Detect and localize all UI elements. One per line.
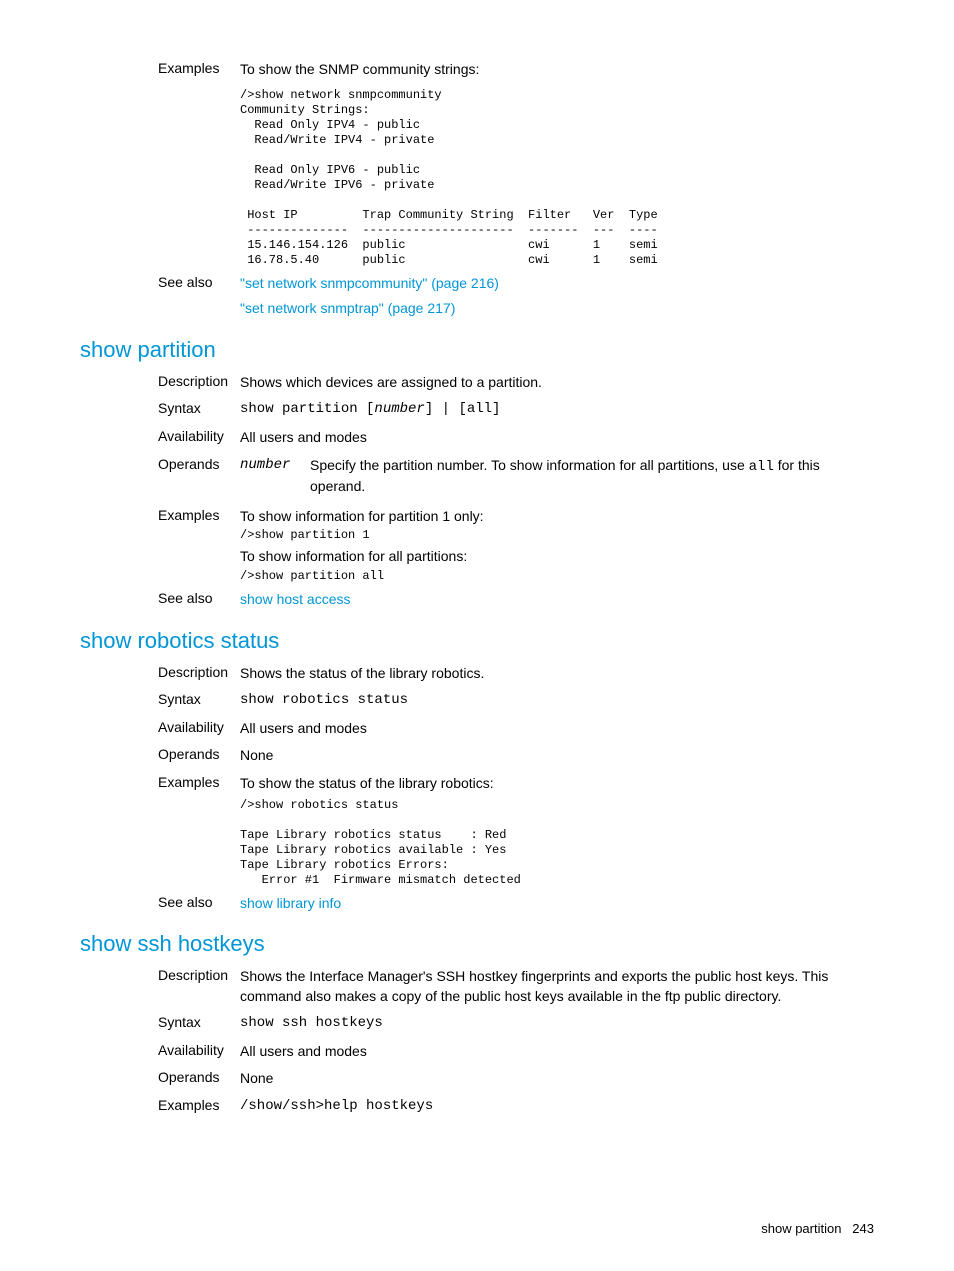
link-snmpcommunity[interactable]: "set network snmpcommunity" (page 216) xyxy=(240,274,874,294)
label-examples-s3: Examples xyxy=(80,774,240,790)
operand-val-code: all xyxy=(749,459,774,475)
link-show-host-access[interactable]: show host access xyxy=(240,591,351,607)
examples-intro2-s2: To show information for all partitions: xyxy=(240,547,874,567)
label-description-s4: Description xyxy=(80,967,240,983)
row-seealso-s1: See also "set network snmpcommunity" (pa… xyxy=(80,274,874,319)
label-seealso-s1: See also xyxy=(80,274,240,290)
heading-show-partition: show partition xyxy=(80,337,874,363)
link-snmptrap[interactable]: "set network snmptrap" (page 217) xyxy=(240,299,874,319)
label-syntax-s3: Syntax xyxy=(80,691,240,707)
label-seealso-s3: See also xyxy=(80,894,240,910)
examples-code-s1: />show network snmpcommunity Community S… xyxy=(240,88,874,268)
syntax-post-s2: ] | [all] xyxy=(425,401,501,417)
heading-show-ssh: show ssh hostkeys xyxy=(80,931,874,957)
label-syntax-s2: Syntax xyxy=(80,400,240,416)
row-syntax-s3: Syntax show robotics status xyxy=(80,691,874,711)
desc-s2: Shows which devices are assigned to a pa… xyxy=(240,373,874,393)
link-show-library-info[interactable]: show library info xyxy=(240,895,341,911)
label-examples: Examples xyxy=(80,60,240,76)
page-footer: show partition 243 xyxy=(761,1221,874,1236)
label-operands-s4: Operands xyxy=(80,1069,240,1085)
row-examples-s1: Examples To show the SNMP community stri… xyxy=(80,60,874,80)
operand-key-s2: number xyxy=(240,456,310,497)
label-avail-s3: Availability xyxy=(80,719,240,735)
label-avail-s2: Availability xyxy=(80,428,240,444)
desc-s4: Shows the Interface Manager's SSH hostke… xyxy=(240,967,874,1006)
avail-s2: All users and modes xyxy=(240,428,874,448)
row-avail-s3: Availability All users and modes xyxy=(80,719,874,739)
operands-s3: None xyxy=(240,746,874,766)
row-code-s1: />show network snmpcommunity Community S… xyxy=(80,88,874,268)
row-operands-s2: Operands number Specify the partition nu… xyxy=(80,456,874,497)
avail-s4: All users and modes xyxy=(240,1042,874,1062)
examples-s4: /show/ssh>help hostkeys xyxy=(240,1097,874,1117)
row-seealso-s3: See also show library info xyxy=(80,894,874,914)
syntax-s4: show ssh hostkeys xyxy=(240,1014,874,1034)
label-seealso-s2: See also xyxy=(80,590,240,606)
examples-code-s3: />show robotics status Tape Library robo… xyxy=(240,798,874,888)
row-examples-s4: Examples /show/ssh>help hostkeys xyxy=(80,1097,874,1117)
examples-code1-s2: />show partition 1 xyxy=(240,528,874,543)
row-operands-s3: Operands None xyxy=(80,746,874,766)
examples-intro-s1: To show the SNMP community strings: xyxy=(240,60,874,80)
footer-page: 243 xyxy=(852,1221,874,1236)
row-syntax-s2: Syntax show partition [number] | [all] xyxy=(80,400,874,420)
examples-intro1-s2: To show information for partition 1 only… xyxy=(240,507,874,527)
content-examples-s1: To show the SNMP community strings: xyxy=(240,60,874,80)
label-description-s3: Description xyxy=(80,664,240,680)
row-examples-s3: Examples To show the status of the libra… xyxy=(80,774,874,888)
syntax-pre-s2: show partition [ xyxy=(240,401,374,417)
operands-s4: None xyxy=(240,1069,874,1089)
label-examples-s4: Examples xyxy=(80,1097,240,1113)
label-avail-s4: Availability xyxy=(80,1042,240,1058)
operand-val-s2: Specify the partition number. To show in… xyxy=(310,456,874,497)
avail-s3: All users and modes xyxy=(240,719,874,739)
row-avail-s4: Availability All users and modes xyxy=(80,1042,874,1062)
desc-s3: Shows the status of the library robotics… xyxy=(240,664,874,684)
operand-val-pre: Specify the partition number. To show in… xyxy=(310,457,749,473)
row-avail-s2: Availability All users and modes xyxy=(80,428,874,448)
syntax-s3: show robotics status xyxy=(240,691,874,711)
row-desc-s4: Description Shows the Interface Manager'… xyxy=(80,967,874,1006)
label-description-s2: Description xyxy=(80,373,240,389)
label-examples-s2: Examples xyxy=(80,507,240,523)
row-desc-s3: Description Shows the status of the libr… xyxy=(80,664,874,684)
operand-row-s2: number Specify the partition number. To … xyxy=(240,456,874,497)
row-examples-s2: Examples To show information for partiti… xyxy=(80,507,874,584)
row-desc-s2: Description Shows which devices are assi… xyxy=(80,373,874,393)
syntax-operand-s2: number xyxy=(374,401,424,417)
heading-show-robotics: show robotics status xyxy=(80,628,874,654)
examples-code2-s2: />show partition all xyxy=(240,569,874,584)
footer-text: show partition xyxy=(761,1221,841,1236)
row-operands-s4: Operands None xyxy=(80,1069,874,1089)
examples-intro-s3: To show the status of the library roboti… xyxy=(240,774,874,794)
syntax-s2: show partition [number] | [all] xyxy=(240,400,874,420)
row-syntax-s4: Syntax show ssh hostkeys xyxy=(80,1014,874,1034)
label-syntax-s4: Syntax xyxy=(80,1014,240,1030)
row-seealso-s2: See also show host access xyxy=(80,590,874,610)
label-operands-s2: Operands xyxy=(80,456,240,472)
label-operands-s3: Operands xyxy=(80,746,240,762)
